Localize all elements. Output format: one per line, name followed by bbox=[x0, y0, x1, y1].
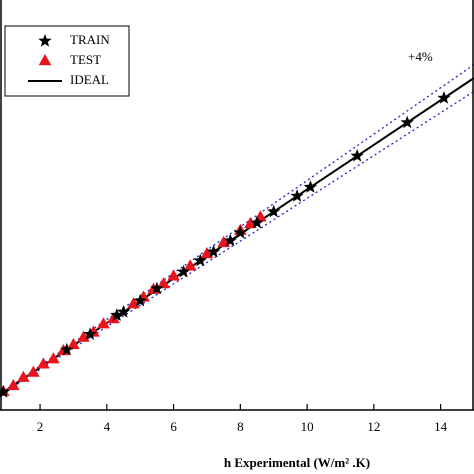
annotation: +4% bbox=[408, 49, 433, 64]
x-axis-label: h Experimental (W/m² .K) bbox=[224, 455, 370, 470]
train-point bbox=[150, 281, 164, 295]
test-point bbox=[97, 317, 110, 329]
train-point bbox=[60, 342, 74, 356]
test-point bbox=[167, 269, 180, 281]
test-point bbox=[17, 370, 30, 382]
test-point bbox=[27, 365, 40, 377]
train-point bbox=[116, 305, 131, 318]
test-point bbox=[67, 337, 80, 350]
test-point bbox=[157, 277, 170, 289]
legend-marker bbox=[38, 34, 52, 47]
x-tick-label: 12 bbox=[367, 419, 380, 434]
x-tick-label: 6 bbox=[170, 419, 177, 434]
train-point bbox=[290, 189, 304, 202]
x-tick-label: 10 bbox=[301, 419, 314, 434]
test-point bbox=[37, 357, 50, 369]
legend-label: TRAIN bbox=[70, 32, 110, 47]
train-point bbox=[437, 91, 451, 104]
legend-marker bbox=[38, 54, 52, 66]
test-point bbox=[183, 259, 197, 271]
x-tick-label: 14 bbox=[434, 419, 448, 434]
tolerance-line bbox=[0, 90, 474, 396]
train-point bbox=[176, 264, 191, 278]
legend-label: TEST bbox=[70, 52, 101, 67]
test-point bbox=[107, 312, 120, 324]
x-tick-label: 8 bbox=[237, 419, 244, 434]
train-point bbox=[267, 204, 281, 218]
train-point bbox=[83, 327, 97, 340]
legend-box bbox=[4, 25, 130, 97]
train-point bbox=[0, 385, 10, 398]
train-point bbox=[350, 149, 364, 162]
train-point bbox=[250, 215, 264, 229]
test-point bbox=[244, 216, 257, 229]
train-point bbox=[223, 233, 237, 247]
train-point bbox=[207, 244, 221, 258]
test-point bbox=[7, 378, 20, 391]
x-tick-label: 4 bbox=[104, 419, 111, 434]
train-point bbox=[110, 308, 124, 321]
train-point bbox=[133, 293, 147, 307]
test-point bbox=[47, 352, 60, 364]
train-point bbox=[400, 115, 414, 129]
legend: TRAIN TEST IDEAL bbox=[4, 25, 130, 97]
train-point bbox=[233, 225, 247, 239]
train-point bbox=[303, 180, 318, 193]
train-point bbox=[193, 253, 207, 267]
x-tick-label: 2 bbox=[37, 419, 44, 434]
legend-label: IDEAL bbox=[70, 72, 109, 87]
